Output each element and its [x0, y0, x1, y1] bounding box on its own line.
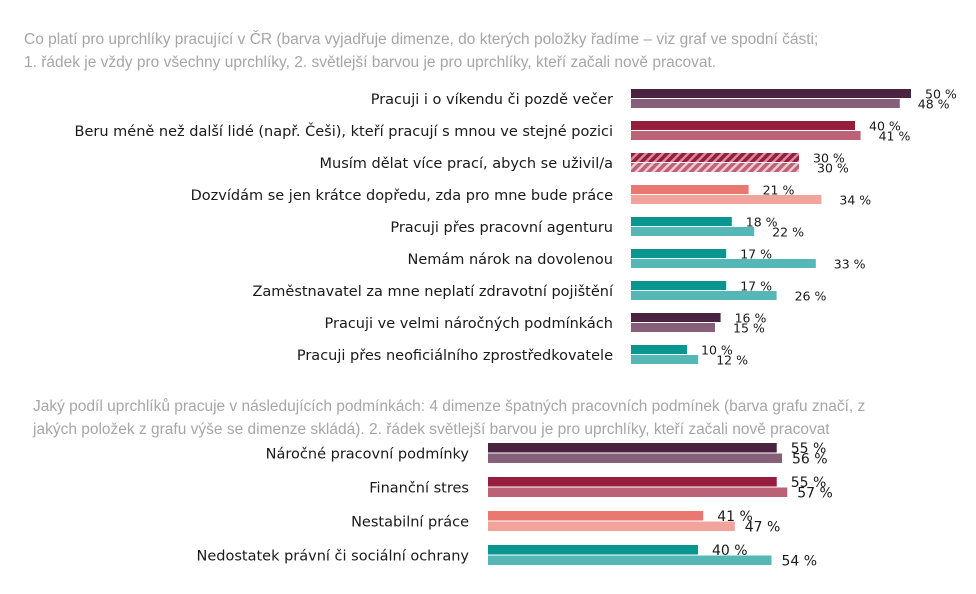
category-label: Nestabilní práce: [351, 515, 469, 531]
value-label: 47 %: [745, 520, 781, 536]
value-label: 50 %: [925, 87, 957, 102]
bar-newly-employed: [631, 131, 861, 140]
value-label: 54 %: [782, 554, 818, 570]
bar-all-refugees: [631, 217, 732, 226]
bar-all-refugees: [631, 281, 727, 290]
value-label: 55 %: [791, 475, 827, 491]
value-label: 40 %: [712, 543, 748, 559]
value-label: 22 %: [772, 225, 804, 240]
bar-all-refugees: [631, 345, 687, 354]
bar-newly-employed: [488, 521, 735, 531]
bar-all-refugees: [631, 185, 749, 194]
value-label: 40 %: [869, 119, 901, 134]
category-label: Pracuji ve velmi náročných podmínkách: [325, 316, 614, 332]
value-label: 57 %: [797, 486, 833, 502]
value-label: 17 %: [740, 279, 772, 294]
value-label: 41 %: [717, 509, 753, 525]
value-label: 17 %: [740, 247, 772, 262]
value-label: 21 %: [763, 183, 795, 198]
value-label: 33 %: [834, 257, 866, 272]
top-bar-chart: Pracuji i o víkendu či pozdě večer 50 %48…: [75, 87, 957, 368]
category-label: Beru méně než další lidé (např. Češi), k…: [75, 122, 613, 140]
bar-newly-employed: [488, 453, 782, 463]
bottom-caption-line-1: Jaký podíl uprchlíků pracuje v následují…: [33, 398, 866, 415]
value-label: 56 %: [792, 452, 828, 468]
value-label: 10 %: [701, 343, 733, 358]
category-label: Dozvídám se jen krátce dopředu, zda pro …: [191, 188, 613, 204]
value-label: 12 %: [716, 353, 748, 368]
category-label: Nemám nárok na dovolenou: [407, 252, 613, 268]
bar-all-refugees: [488, 443, 777, 453]
bar-newly-employed: [488, 555, 772, 565]
category-label: Finanční stres: [369, 481, 469, 497]
category-label: Zaměstnavatel za mne neplatí zdravotní p…: [252, 284, 614, 300]
value-label: 30 %: [817, 161, 849, 176]
bar-newly-employed: [488, 487, 788, 497]
bar-all-refugees: [631, 313, 721, 322]
bar-all-refugees: [488, 511, 704, 521]
bar-newly-employed: [631, 291, 777, 300]
bottom-bar-chart: Náročné pracovní podmínky 55 %56 %Finančn…: [197, 441, 833, 570]
bar-all-refugees: [631, 249, 727, 258]
top-caption-line-2: 1. řádek je vždy pro všechny uprchlíky, …: [24, 54, 717, 71]
bar-newly-employed: [631, 355, 699, 364]
value-label: 48 %: [918, 97, 950, 112]
bar-newly-employed: [631, 99, 900, 108]
value-label: 55 %: [791, 441, 827, 457]
bar-all-refugees: [488, 477, 777, 487]
bar-all-refugees: [631, 89, 911, 98]
category-label: Náročné pracovní podmínky: [266, 447, 470, 463]
category-label: Pracuji přes neoficiálního zprostředkova…: [297, 348, 613, 364]
category-label: Musím dělat více prací, abych se uživil/…: [320, 156, 614, 172]
value-label: 15 %: [733, 321, 765, 336]
value-label: 34 %: [839, 193, 871, 208]
value-label: 41 %: [879, 129, 911, 144]
bar-newly-employed: [631, 323, 715, 332]
bar-all-refugees: [631, 153, 799, 162]
value-label: 18 %: [746, 215, 778, 230]
bottom-caption-line-2: jakých položek z grafu výše se dimenze s…: [33, 421, 830, 438]
value-label: 26 %: [795, 289, 827, 304]
top-caption-line-1: Co platí pro uprchlíky pracující v ČR (b…: [24, 31, 819, 48]
category-label: Pracuji i o víkendu či pozdě večer: [371, 92, 613, 108]
bottom-chart-caption: Jaký podíl uprchlíků pracuje v následují…: [33, 395, 976, 441]
bar-newly-employed: [631, 259, 816, 268]
category-label: Nedostatek právní či sociální ochrany: [197, 549, 470, 565]
bar-all-refugees: [631, 121, 855, 130]
bar-newly-employed: [631, 227, 755, 236]
value-label: 30 %: [813, 151, 845, 166]
category-label: Pracuji přes pracovní agenturu: [390, 220, 613, 236]
bar-newly-employed: [631, 163, 799, 172]
bar-all-refugees: [488, 545, 698, 555]
top-chart-caption: Co platí pro uprchlíky pracující v ČR (b…: [24, 28, 969, 74]
bar-newly-employed: [631, 195, 822, 204]
value-label: 16 %: [735, 311, 767, 326]
